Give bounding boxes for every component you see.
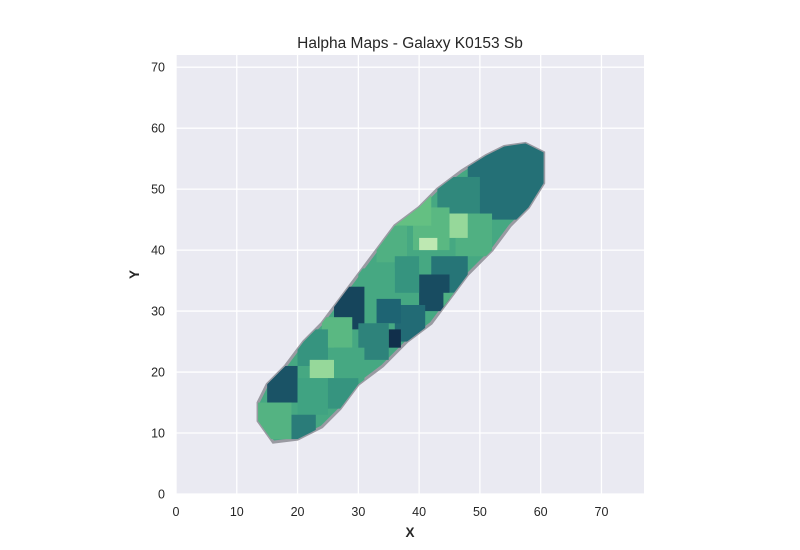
map-region xyxy=(394,256,420,293)
x-axis-label: X xyxy=(405,525,414,540)
chart-title: Halpha Maps - Galaxy K0153 Sb xyxy=(297,35,523,52)
y-tick-label: 40 xyxy=(151,244,165,258)
y-tick-label: 70 xyxy=(151,61,165,75)
map-region xyxy=(309,359,335,379)
map-region xyxy=(297,378,328,415)
y-tick-label: 10 xyxy=(151,427,165,441)
x-tick-label: 30 xyxy=(351,505,365,519)
x-tick-label: 20 xyxy=(291,505,305,519)
map-region xyxy=(376,298,401,324)
x-tick-label: 60 xyxy=(534,505,548,519)
y-tick-label: 60 xyxy=(151,122,165,136)
x-tick-label: 10 xyxy=(230,505,244,519)
map-region xyxy=(419,237,438,251)
x-tick-label: 50 xyxy=(473,505,487,519)
map-region xyxy=(449,213,468,238)
y-tick-label: 20 xyxy=(151,366,165,380)
map-region xyxy=(388,329,401,348)
y-tick-label: 0 xyxy=(158,488,165,502)
x-tick-label: 70 xyxy=(595,505,609,519)
y-tick-label: 30 xyxy=(151,305,165,319)
tick-labels: 0 10 20 30 40 50 60 70 0 10 20 30 40 50 60 70 xyxy=(151,61,608,519)
x-tick-label: 0 xyxy=(173,505,180,519)
y-axis-label: Y xyxy=(127,270,142,279)
x-tick-label: 40 xyxy=(412,505,426,519)
grid-lines xyxy=(175,55,644,495)
y-tick-label: 50 xyxy=(151,183,165,197)
